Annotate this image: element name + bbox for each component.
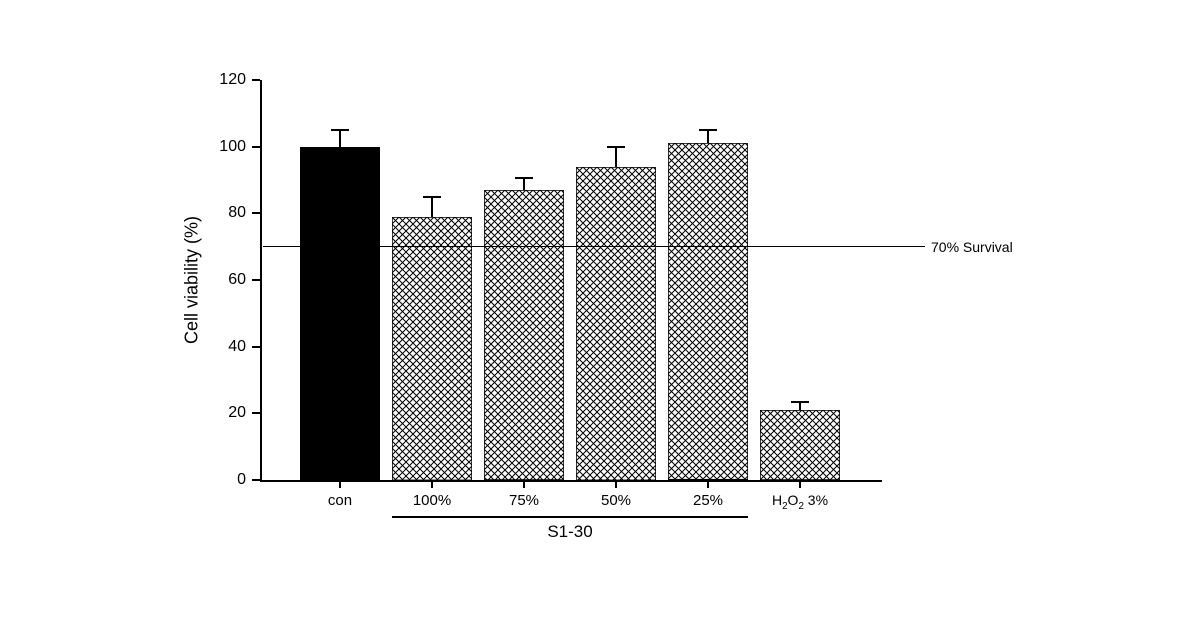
y-tick-label: 60 [228,271,246,289]
y-tick-label: 20 [228,404,246,422]
y-tick [252,279,260,281]
error-cap [791,401,809,403]
y-tick-label: 0 [237,471,246,489]
group-label: S1-30 [547,522,592,542]
error-cap [423,196,441,198]
error-bar [339,130,341,147]
y-tick-label: 40 [228,338,246,356]
y-tick [252,479,260,481]
bar-con [300,147,380,480]
error-bar [615,147,617,167]
group-bracket-line [392,516,748,518]
x-tick-label: 100% [413,492,451,509]
error-bar [431,197,433,217]
error-cap [331,129,349,131]
y-tick-label: 80 [228,204,246,222]
cell-viability-bar-chart: 0 20 40 60 80 100 120 Cell viability (%) con 100%… [0,0,1190,629]
y-tick [252,212,260,214]
y-tick [252,346,260,348]
y-tick [252,79,260,81]
x-tick-label: 75% [509,492,539,509]
bar-H2O2 3% [760,410,840,480]
error-cap [607,146,625,148]
y-tick [252,146,260,148]
y-tick [252,412,260,414]
x-tick [615,480,617,488]
bar-50% [576,167,656,480]
bar-25% [668,143,748,480]
bar-100% [392,217,472,480]
y-axis-title: Cell viability (%) [182,216,203,344]
x-tick-label: H2O2 3% [772,492,828,512]
bar-75% [484,190,564,480]
y-tick-label: 100 [219,138,246,156]
reference-line-70 [263,246,925,248]
error-bar [799,402,801,410]
reference-line-label: 70% Survival [931,239,1013,255]
error-cap [515,177,533,179]
x-tick [339,480,341,488]
x-tick [707,480,709,488]
x-tick [523,480,525,488]
x-tick-label: 50% [601,492,631,509]
x-tick-label: con [328,492,352,509]
x-tick [431,480,433,488]
error-bar [707,130,709,143]
x-tick [799,480,801,488]
x-tick-label: 25% [693,492,723,509]
error-cap [699,129,717,131]
error-bar [523,178,525,190]
y-tick-label: 120 [219,71,246,89]
